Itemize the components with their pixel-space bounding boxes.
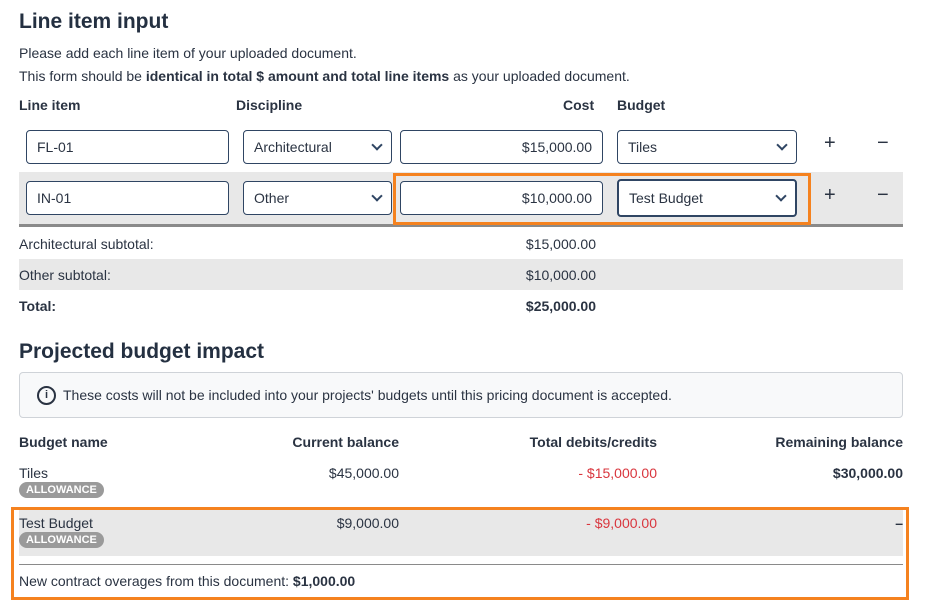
cost-input[interactable]: $15,000.00 xyxy=(400,130,603,164)
intro-post: as your uploaded document. xyxy=(449,68,630,84)
line-item-input[interactable]: IN-01 xyxy=(26,181,229,215)
total-value: $25,000.00 xyxy=(525,298,596,314)
col-line-item: Line item xyxy=(19,97,81,113)
intro-text: Please add each line item of your upload… xyxy=(19,45,357,61)
col-budget-name: Budget name xyxy=(19,434,108,450)
budget-select[interactable]: Test Budget xyxy=(617,179,797,217)
allowance-badge: ALLOWANCE xyxy=(19,482,104,498)
remove-row-button[interactable]: − xyxy=(877,184,889,206)
discipline-value: Other xyxy=(254,190,290,206)
subtotal-row-bg xyxy=(19,259,903,290)
budget-name: Tiles xyxy=(19,465,49,481)
remaining-balance: – xyxy=(895,515,903,531)
info-icon: i xyxy=(37,385,56,405)
subtotal-label: Architectural subtotal: xyxy=(19,236,154,252)
subtotal-value: $15,000.00 xyxy=(525,236,596,252)
discipline-select[interactable]: Architectural xyxy=(243,130,392,164)
intro-text-2: This form should be identical in total $… xyxy=(19,68,630,84)
budget-row-bg xyxy=(19,510,903,556)
chevron-down-icon xyxy=(776,139,788,151)
overage-label: New contract overages from this document… xyxy=(19,573,293,589)
current-balance: $45,000.00 xyxy=(328,465,399,481)
divider xyxy=(19,564,903,565)
col-discipline: Discipline xyxy=(236,97,303,113)
col-remaining-balance: Remaining balance xyxy=(775,434,903,450)
debits-credits: - $15,000.00 xyxy=(578,465,657,481)
col-debits-credits: Total debits/credits xyxy=(529,434,657,450)
highlight-box xyxy=(393,173,811,225)
col-budget: Budget xyxy=(617,97,666,113)
page-title: Line item input xyxy=(19,10,169,33)
chevron-down-icon xyxy=(775,190,787,202)
col-cost: Cost xyxy=(563,97,595,113)
allowance-badge: ALLOWANCE xyxy=(19,532,104,548)
info-text: These costs will not be included into yo… xyxy=(63,387,672,403)
remaining-balance: $30,000.00 xyxy=(832,465,903,481)
chevron-down-icon xyxy=(371,190,383,202)
overage-text: New contract overages from this document… xyxy=(19,573,355,589)
remove-row-button[interactable]: − xyxy=(877,132,889,154)
current-balance: $9,000.00 xyxy=(336,515,399,531)
overage-value: $1,000.00 xyxy=(292,573,356,589)
intro-pre: This form should be xyxy=(19,68,146,84)
subtotal-label: Other subtotal: xyxy=(19,267,111,283)
budget-name: Test Budget xyxy=(19,515,93,531)
highlight-box xyxy=(11,507,909,600)
budget-select[interactable]: Tiles xyxy=(617,130,797,164)
budget-value: Test Budget xyxy=(629,190,703,206)
discipline-select[interactable]: Other xyxy=(243,181,392,215)
add-row-button[interactable]: + xyxy=(824,132,836,154)
budget-value: Tiles xyxy=(628,139,658,155)
debits-credits: - $9,000.00 xyxy=(586,515,657,531)
cost-input[interactable]: $10,000.00 xyxy=(400,181,603,215)
add-row-button[interactable]: + xyxy=(824,184,836,206)
chevron-down-icon xyxy=(371,139,383,151)
line-item-input[interactable]: FL-01 xyxy=(26,130,229,164)
total-label: Total: xyxy=(19,298,57,314)
divider xyxy=(19,224,903,227)
info-banner: i These costs will not be included into … xyxy=(19,372,903,418)
discipline-value: Architectural xyxy=(254,139,332,155)
intro-bold: identical in total $ amount and total li… xyxy=(145,68,450,84)
section-title: Projected budget impact xyxy=(19,340,265,363)
subtotal-value: $10,000.00 xyxy=(525,267,596,283)
col-current-balance: Current balance xyxy=(292,434,399,450)
